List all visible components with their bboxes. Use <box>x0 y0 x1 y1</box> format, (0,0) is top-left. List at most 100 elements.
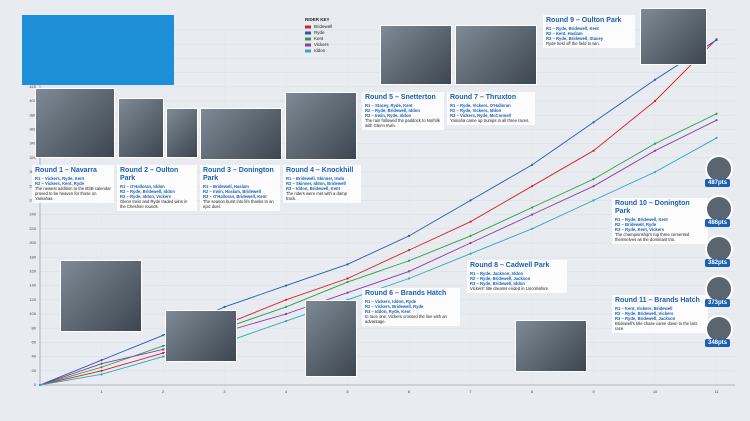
series-line <box>39 113 717 386</box>
panel-title: Round 4 – Knockhill <box>286 167 354 174</box>
panel-line: The rain followed the paddock to Norfolk… <box>365 118 440 128</box>
point <box>346 263 349 266</box>
legend-swatch <box>305 31 311 35</box>
points-label: 487pts <box>705 179 731 187</box>
points-label: 486pts <box>705 219 731 227</box>
panel-line: R2 – Irwin, Haslam, Bridewell <box>203 189 261 194</box>
panel-line: R1 – Vickers, Iddon, Ryde <box>365 299 417 304</box>
panel-line: R3 – Ryde, Bridewell, Stacey <box>546 36 604 41</box>
point <box>653 99 657 103</box>
legend-title: RIDER KEY <box>305 17 330 22</box>
point <box>592 178 595 181</box>
point <box>715 136 718 140</box>
text-panel: Round 11 – Brands Hatch R1 – Kent, Vicker… <box>612 295 708 333</box>
point <box>592 185 595 188</box>
point <box>284 298 288 301</box>
y-tick-label: 400 <box>29 98 36 103</box>
point <box>469 199 472 202</box>
series-line <box>39 39 717 386</box>
text-panel: Round 6 – Brands Hatch R1 – Vickers, Iddo… <box>362 288 460 326</box>
panel-line: R3 – Ryde, Bridewell, Jackson <box>615 316 676 321</box>
panel-line: R1 – Ryde, Bridewell, Kent <box>615 217 668 222</box>
point <box>653 170 657 174</box>
panel-line: R1 – Stacey, Ryde, Kent <box>365 103 413 108</box>
x-tick-label: 8 <box>531 389 534 394</box>
y-tick-label: 240 <box>29 212 36 217</box>
panel-title: Round 9 – Oulton Park <box>546 17 622 24</box>
panel-title: Round 8 – Cadwell Park <box>470 262 550 269</box>
rider-photo <box>705 195 733 223</box>
panel-line: The riders were met with a damp track. <box>286 191 347 201</box>
panel-title: Round 1 – Navarra <box>35 167 97 174</box>
panel-line: R1 – Ryde, Vickers, O'Halloran <box>450 103 511 108</box>
panel-line: R1 – Bridewell, Skinner, Irwin <box>286 176 345 181</box>
point <box>346 291 349 294</box>
x-tick-label: 5 <box>346 389 349 394</box>
x-tick-label: 11 <box>714 389 719 394</box>
panel-line: R2 – Vickers, Bridewell, Ryde <box>365 304 424 309</box>
y-tick-label: 420 <box>29 84 36 89</box>
panel-line: R1 – O'Halloran, Iddon <box>120 184 165 189</box>
point <box>653 149 657 152</box>
point <box>530 185 534 188</box>
y-tick-label: 320 <box>29 155 36 160</box>
y-tick-label: 380 <box>29 112 36 117</box>
point <box>530 206 534 209</box>
panel-line: The championship's top three cemented th… <box>615 232 690 242</box>
panel-line: R1 – Ryde, Jackson, Iddon <box>470 271 524 276</box>
point <box>407 249 411 252</box>
point <box>653 78 657 81</box>
point <box>100 366 103 369</box>
point <box>100 362 103 365</box>
legend-label: Bridewell <box>314 24 332 29</box>
point <box>469 241 472 245</box>
photo <box>35 88 115 158</box>
panel-line: R3 – Irwin, Ryde, Iddon <box>365 113 412 118</box>
point <box>469 234 472 237</box>
y-tick-label: 40 <box>32 354 37 359</box>
y-tick-label: 180 <box>29 254 36 259</box>
x-tick-label: 4 <box>285 389 288 394</box>
point <box>715 112 718 115</box>
point <box>38 383 42 387</box>
panel-line: R2 – Ryde, Bridewell, Jackson <box>470 276 531 281</box>
panel-line: R3 – Ryde, Bridewell, Iddon <box>470 281 525 286</box>
points-label: 382pts <box>705 259 731 267</box>
legend-swatch <box>305 43 311 47</box>
point <box>223 305 226 308</box>
photo <box>60 260 142 332</box>
panel-line: R2 – Ryde, Bridewell, Iddon <box>120 189 175 194</box>
text-panel: Round 8 – Cadwell Park R1 – Ryde, Jackson… <box>467 260 567 293</box>
point <box>715 119 718 122</box>
panel-line: R2 – Skinner, Iddon, Bridewell <box>286 181 346 186</box>
text-panel: Round 5 – Snetterton R1 – Stacey, Ryde, K… <box>362 92 444 130</box>
y-tick-label: 100 <box>29 311 36 316</box>
photo <box>455 25 537 85</box>
legend-swatch <box>305 49 311 53</box>
point <box>346 277 349 280</box>
legend-label: Ryde <box>314 30 325 35</box>
panel-line: R2 – Vickers, Kent, Ryde <box>35 181 85 186</box>
x-tick-label: 10 <box>653 389 658 394</box>
y-tick-label: 360 <box>29 126 36 131</box>
y-tick-label: 160 <box>29 268 36 273</box>
x-tick-label: 6 <box>408 389 411 394</box>
point <box>530 213 534 216</box>
text-panel: Round 3 – Donington Park R1 – Bridewell, … <box>200 165 280 211</box>
panel-line: R3 – O'Halloran, Bridewell, Kent <box>203 194 267 199</box>
y-tick-label: 60 <box>32 339 37 344</box>
point <box>407 259 411 262</box>
y-tick-label: 140 <box>29 283 36 288</box>
point <box>100 373 103 376</box>
text-panel: Round 10 – Donington Park R1 – Ryde, Brid… <box>612 198 708 244</box>
photo <box>380 25 452 85</box>
panel-line: Ryde held off the field to win. <box>546 41 600 46</box>
panel-title: Round 5 – Snetterton <box>365 94 436 101</box>
panel-line: R3 – Iddon, Ryde, Kent <box>365 309 411 314</box>
panel-line: R1 – Ryde, Bridewell, Kent <box>546 26 599 31</box>
x-tick-label: 7 <box>469 389 472 394</box>
panel-line: R3 – Ryde, Iddon, Vickers <box>120 194 172 199</box>
series-line <box>39 119 717 386</box>
panel-line: Bridewell's title chase came down to the… <box>615 321 697 331</box>
legend-label: Vickers <box>314 42 329 47</box>
